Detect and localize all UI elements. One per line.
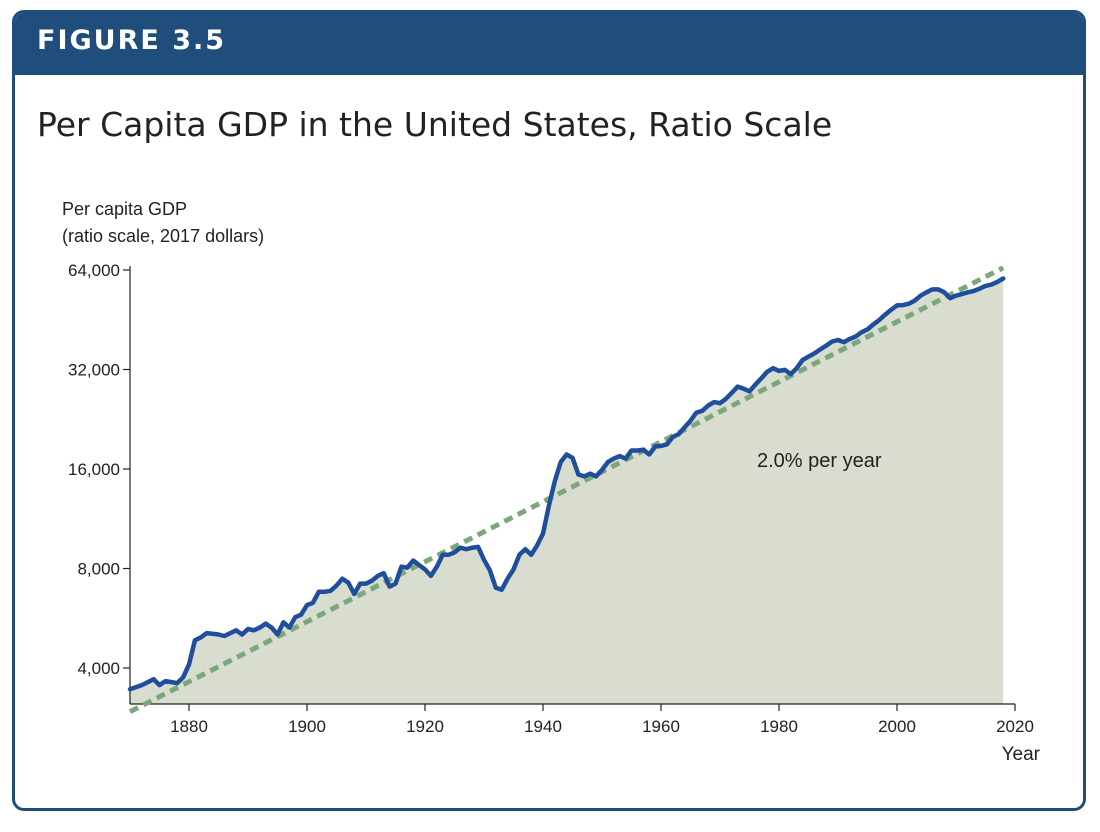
- x-tick-label: 1940: [524, 717, 562, 736]
- y-tick-label: 64,000: [68, 261, 120, 280]
- x-tick-label: 1880: [170, 717, 208, 736]
- x-tick-label: 2000: [878, 717, 916, 736]
- growth-rate-annotation: 2.0% per year: [757, 450, 882, 472]
- x-axis-label: Year: [1002, 744, 1041, 765]
- area-fill: [130, 278, 1004, 704]
- x-tick-label: 1920: [406, 717, 444, 736]
- trend-line: [128, 265, 1005, 714]
- y-tick-label: 8,000: [77, 560, 120, 579]
- y-tick-label: 32,000: [68, 361, 120, 380]
- x-tick-label: 1960: [642, 717, 680, 736]
- x-tick-label: 1900: [288, 717, 326, 736]
- gdp-series-line: [127, 276, 1006, 692]
- x-tick-label: 2020: [996, 717, 1034, 736]
- y-axis-label-line2: (ratio scale, 2017 dollars): [62, 226, 264, 246]
- y-tick-label: 16,000: [68, 460, 120, 479]
- chart-title: Per Capita GDP in the United States, Rat…: [37, 105, 833, 144]
- x-axis: 1880 1900 1920 1940 1960 1980 2000 2020: [130, 703, 1034, 736]
- figure-label: FIGURE 3.5: [37, 25, 227, 56]
- y-tick-label: 4,000: [77, 659, 120, 678]
- y-axis-label-line1: Per capita GDP: [62, 199, 187, 219]
- figure-banner: FIGURE 3.5: [15, 13, 1083, 75]
- y-axis: 4,000 8,000 16,000 32,000 64,000: [68, 261, 131, 704]
- x-tick-label: 1980: [760, 717, 798, 736]
